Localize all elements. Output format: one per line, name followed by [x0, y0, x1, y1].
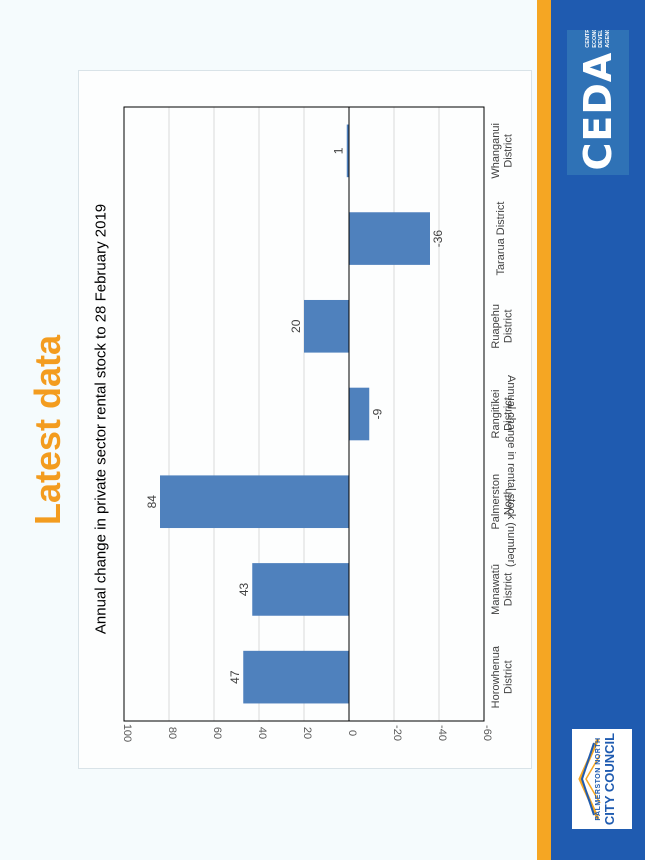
- x-category-label-line: District: [503, 397, 515, 431]
- bar: [304, 299, 349, 353]
- y-tick-label: 100: [121, 724, 133, 742]
- y-tick-label: -40: [436, 725, 448, 741]
- data-label: -36: [431, 230, 445, 248]
- x-category-label-line: Palmerston: [490, 474, 502, 530]
- bar: [349, 212, 430, 265]
- data-label: 47: [228, 670, 242, 684]
- pncc-logo: PALMERSTON NORTH CITY COUNCIL: [571, 728, 633, 830]
- x-category-label-line: Horowhenua: [490, 645, 502, 708]
- y-tick-label: 20: [301, 727, 313, 739]
- y-tick-label: 60: [211, 727, 223, 739]
- x-category-label-line: District: [503, 660, 515, 694]
- bar: [349, 387, 370, 441]
- pncc-logo-line1: PALMERSTON NORTH: [595, 737, 602, 821]
- y-tick-label: -60: [481, 725, 493, 741]
- y-axis-label: Annual change in rental stock (number): [505, 375, 517, 567]
- x-category-label-line: District: [503, 134, 515, 168]
- bar: [160, 475, 349, 529]
- ceda-logo: CEDA CENTRAL ECONOMIC DEVELOPMENT AGENCY: [567, 30, 629, 175]
- page-heading: Latest data: [27, 334, 68, 526]
- data-label: 84: [145, 495, 159, 509]
- ceda-logo-subtitle: CENTRAL ECONOMIC DEVELOPMENT AGENCY: [585, 30, 611, 48]
- bar: [252, 563, 349, 616]
- x-category-label-line: North: [503, 488, 515, 515]
- chart-frame: 100 80 60 40 20 0 -20 -40 -60 47 HorowhenuaDistric…: [78, 70, 532, 769]
- data-label: 1: [332, 147, 346, 154]
- pncc-logo-line2: CITY COUNCIL: [602, 732, 617, 826]
- ceda-logo-word: CEDA: [576, 51, 620, 170]
- pncc-logo-text: PALMERSTON NORTH CITY COUNCIL: [595, 731, 617, 827]
- x-category-label: Tararua District: [495, 202, 507, 276]
- y-tick-label: 0: [346, 730, 358, 736]
- x-category-label-line: Manawatū: [490, 564, 502, 615]
- chart-bars: [160, 124, 430, 704]
- bar: [243, 650, 349, 704]
- city-skyline-icon: [576, 735, 602, 823]
- y-tick-label: 80: [166, 727, 178, 739]
- bar: [346, 124, 349, 178]
- x-category-label-line: Tararua District: [495, 202, 507, 276]
- x-category-label: RangitīkeiDistrict: [490, 390, 515, 439]
- data-label: 43: [237, 582, 251, 596]
- x-category-label: WhanganuiDistrict: [490, 123, 515, 179]
- y-tick-label: 40: [256, 727, 268, 739]
- x-category-label: PalmerstonNorth: [490, 474, 515, 530]
- x-category-label: HorowhenuaDistrict: [490, 645, 515, 708]
- data-label: -9: [370, 408, 384, 419]
- x-category-label: ManawatūDistrict: [490, 564, 515, 615]
- x-category-label: RuapehuDistrict: [490, 304, 515, 349]
- plot-border: [123, 106, 485, 722]
- x-category-label-line: District: [503, 573, 515, 607]
- chart-axes: [123, 106, 485, 722]
- orange-accent-stripe: [537, 0, 551, 860]
- x-category-label-line: District: [503, 309, 515, 343]
- chart-gridlines: [123, 107, 485, 721]
- x-category-label-line: Whanganui: [490, 123, 502, 179]
- data-label: 20: [289, 319, 303, 333]
- chart-title: Annual change in private sector rental s…: [93, 204, 110, 634]
- x-category-label-line: Rangitīkei: [490, 390, 502, 439]
- y-tick-label: -20: [391, 725, 403, 741]
- x-category-label-line: Ruapehu: [490, 304, 502, 349]
